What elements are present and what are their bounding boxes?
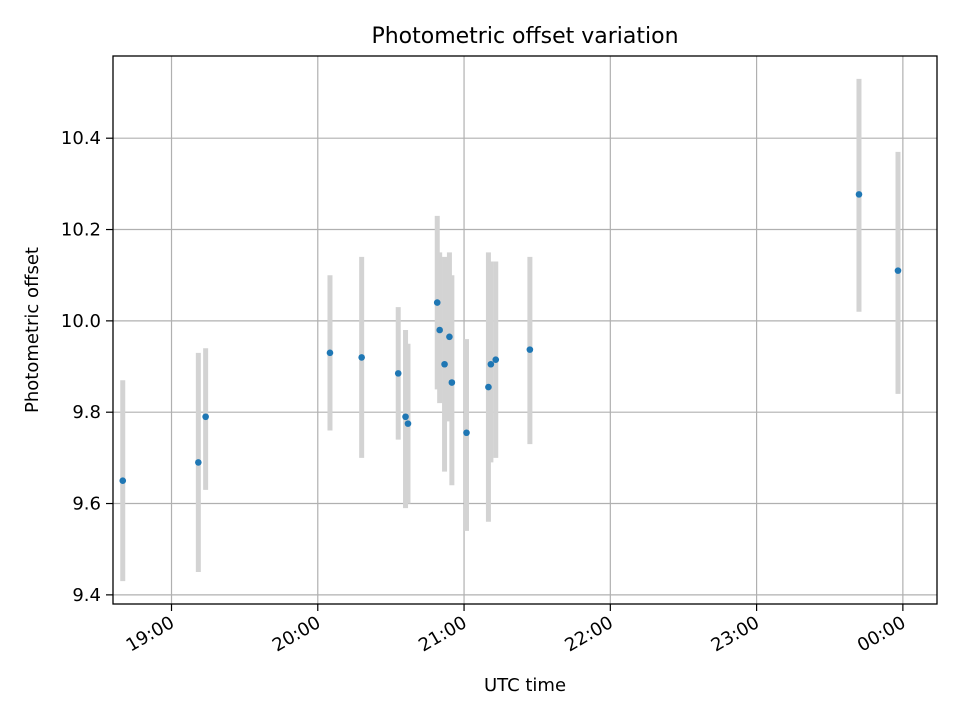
data-point (402, 413, 409, 421)
data-point (894, 267, 902, 274)
plot-frame (112, 55, 938, 605)
y-tick-label: 9.8 (72, 402, 101, 423)
y-tick-label: 10.2 (61, 220, 101, 241)
data-point (441, 360, 448, 368)
data-point (404, 420, 412, 427)
data-point (446, 333, 453, 341)
data-points (119, 191, 902, 485)
data-point (433, 299, 441, 306)
data-point (119, 477, 127, 485)
data-point (436, 326, 443, 334)
data-point (855, 191, 863, 198)
data-point (526, 346, 534, 353)
y-tick-label: 10.0 (61, 311, 101, 332)
data-point (394, 370, 402, 377)
x-axis-label: UTC time (484, 675, 566, 696)
data-point (463, 429, 470, 437)
y-tick-label: 9.4 (72, 585, 101, 606)
y-tick-label: 10.4 (61, 128, 101, 149)
data-point (326, 349, 334, 357)
data-point (485, 383, 492, 391)
chart-title: Photometric offset variation (371, 24, 678, 49)
grid (113, 56, 937, 604)
data-point (448, 379, 456, 386)
data-point (358, 354, 365, 361)
y-axis-label: Photometric offset (22, 247, 43, 413)
y-tick-label: 9.6 (72, 494, 101, 515)
y-axis-ticks: 9.4 9.6 9.8 10.0 10.2 10.4 (61, 128, 113, 606)
data-point (487, 360, 495, 368)
data-point (492, 356, 500, 363)
data-point (202, 413, 209, 421)
data-point (195, 459, 202, 466)
